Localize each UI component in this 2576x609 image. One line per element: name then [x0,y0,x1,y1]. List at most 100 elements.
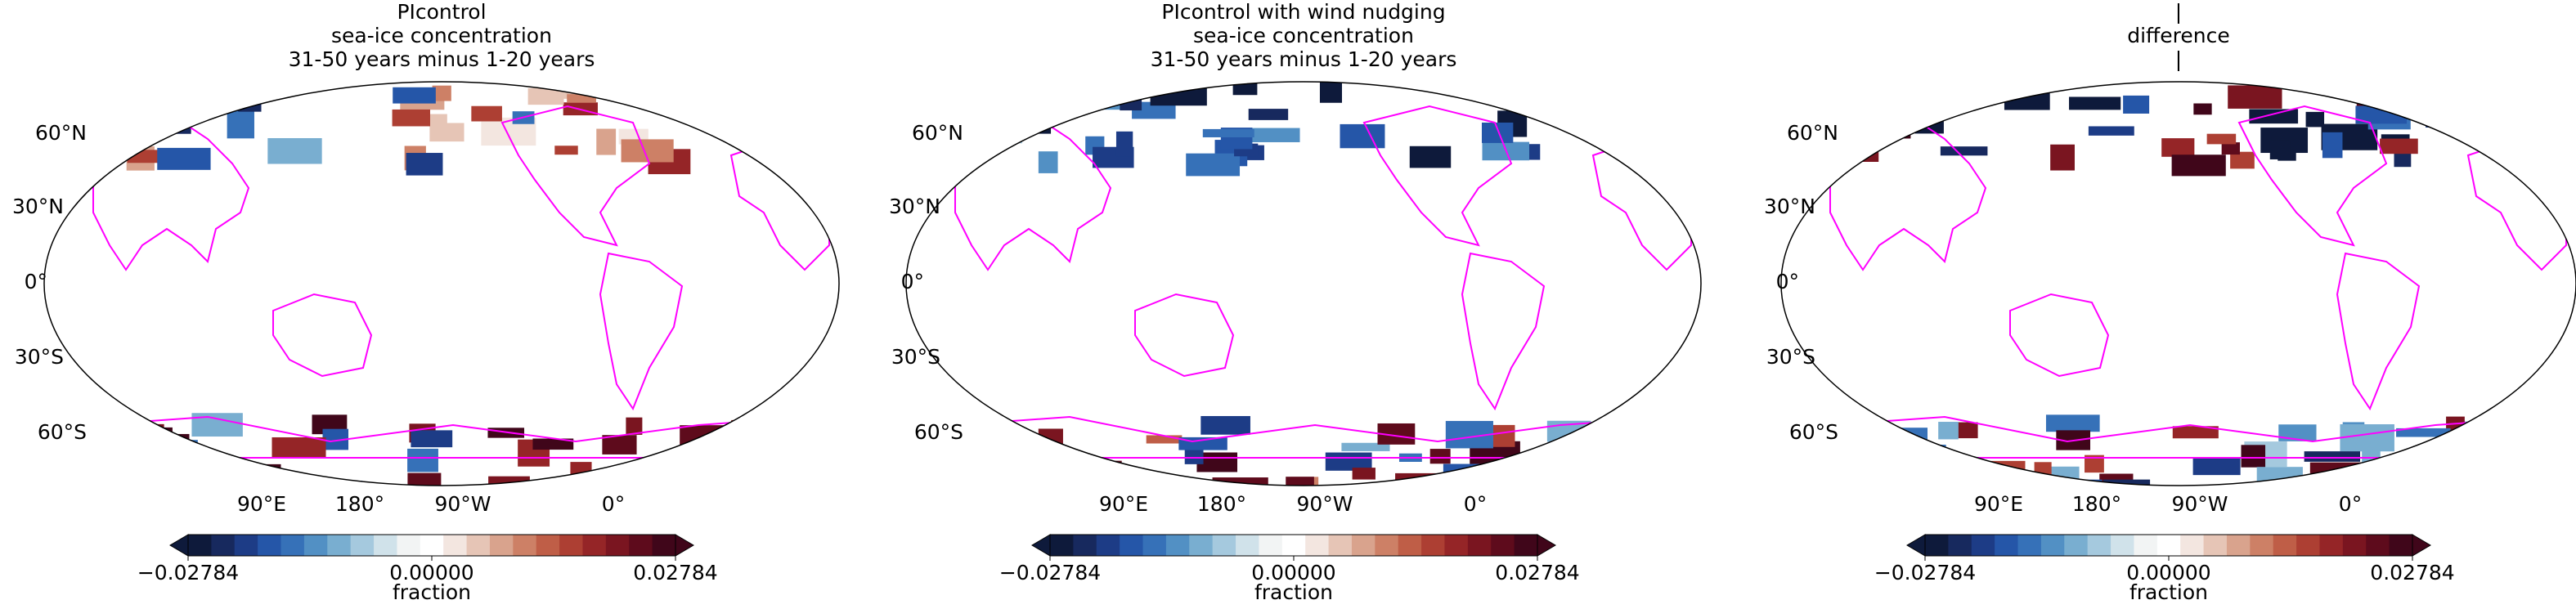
colorbar-segment [466,535,491,556]
lat-label: 0° [25,270,47,293]
ice-change-cell [2172,426,2219,439]
colorbar-segment [559,535,583,556]
ice-change-cell [1084,460,1122,486]
ice-change-cell [1076,83,1116,94]
ice-change-cell [1838,436,1895,451]
colorbar-segment [1467,535,1492,556]
ice-change-cell [157,147,211,170]
colorbar-segment [1281,535,1306,556]
colorbar-segment [1328,535,1353,556]
colorbar-segment [1305,535,1330,556]
ice-change-cell [554,146,578,155]
ice-change-cell [432,85,451,101]
ice-change-cell [2322,132,2343,159]
ice-change-cell [1095,471,1115,486]
ice-change-cell [1540,480,1562,486]
colorbar-segment [2250,535,2274,556]
ice-change-cell [2304,451,2361,462]
coastline [2336,252,2421,411]
ice-change-cell [2511,152,2546,163]
ice-change-cell [159,440,198,459]
ice-change-cell [774,119,799,141]
panel-title: | [2175,0,2182,24]
panel-title: 31-50 years minus 1-20 years [1151,47,1457,71]
colorbar-tick-label: −0.02784 [999,561,1101,584]
lat-label: 60°N [35,121,87,145]
colorbar-segment [188,535,212,556]
map-panel: |difference| 60°N 30°N 0° 30°S 60°S 90°E 180° 90… [1764,0,2576,604]
panel-title: 31-50 years minus 1-20 years [289,47,595,71]
ice-change-cell [722,437,742,453]
lon-label: 0° [2339,492,2362,516]
ice-change-cell [1598,458,1626,473]
ice-change-cell [643,460,664,479]
map-outline [1780,81,2576,486]
lon-label: 0° [602,492,625,516]
ice-change-cell [1178,437,1227,450]
coastline [599,252,684,411]
ice-change-cell [1896,96,1936,116]
ice-change-cell [407,472,442,486]
ice-change-cell [1352,468,1376,480]
ice-change-cell [1618,466,1649,481]
colorbar-segment [2319,535,2344,556]
ice-change-cell [2396,428,2451,437]
lat-label: 60°S [38,420,87,444]
coastline [272,293,373,378]
ice-change-cell [2050,144,2075,171]
ice-change-cell [1869,126,1911,139]
ice-change-cell [2069,96,2121,110]
ice-change-cell [1827,152,1879,163]
ice-change-cell [2034,462,2052,478]
ice-change-cell [2171,154,2226,177]
colorbar-segment [513,535,537,556]
colorbar-segment [1351,535,1376,556]
colorbar-segment [1995,535,2019,556]
colorbar-segment [605,535,630,556]
colorbar-segment [489,535,514,556]
ice-change-cell [721,478,771,486]
panel-title: PIcontrol with wind nudging [1161,0,1445,24]
colorbar-segment [2111,535,2134,556]
ice-change-cell [110,430,149,459]
colorbar-segment [2296,535,2320,556]
map-outline [43,81,840,486]
ice-change-cell [238,103,262,112]
colorbar-extend-low [1906,534,1926,557]
lat-label: 30°N [1764,195,1815,218]
lat-label: 60°N [1787,121,1838,145]
panel-title: PIcontrol [397,0,486,24]
ice-change-cell [129,87,148,108]
ice-change-cell [157,114,191,134]
ice-change-cell [2228,85,2282,109]
colorbar-segment [2226,535,2251,556]
colorbar-segment [374,535,397,556]
ocean [906,82,1701,486]
colorbar-tick-label: 0.02784 [1495,561,1579,584]
coastline [1362,105,1513,247]
lat-label: 30°N [889,195,940,218]
colorbar-tick-label: 0.00000 [1251,561,1335,584]
colorbar-segment [2366,535,2390,556]
ice-change-cell [1016,119,1052,134]
coastline [92,121,250,271]
ice-change-cell [776,455,816,475]
ice-change-cell [2193,103,2212,115]
ice-change-cell [2278,424,2317,441]
ice-change-cell [2482,462,2508,486]
ice-change-cell [2426,114,2459,128]
ice-change-cell [970,432,990,453]
ice-change-cell [1340,123,1385,149]
ice-change-cell [945,108,965,117]
coastline [92,415,815,459]
lon-label: 90°E [1099,492,1148,516]
ice-change-cell [731,419,764,429]
ice-change-cell [267,137,322,164]
colorbar-tick-label: −0.02784 [1874,561,1976,584]
colorbar-segment [2064,535,2089,556]
colorbar-segment [1050,535,1074,556]
lon-label: 180° [1197,492,1246,516]
ice-change-cell [134,437,157,453]
ice-change-cell [963,472,981,486]
